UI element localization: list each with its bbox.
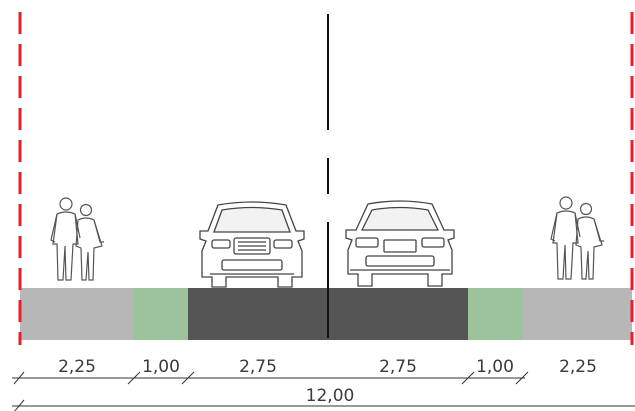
road-surface — [20, 288, 632, 340]
dimension-label-green-right: 1,00 — [476, 357, 514, 377]
green-strip-left — [134, 288, 188, 340]
dimension-line-total — [12, 399, 635, 411]
dimension-label-sidewalk-left: 2,25 — [58, 357, 96, 377]
lane-left — [188, 288, 328, 340]
dimension-label-sidewalk-right: 2,25 — [559, 357, 597, 377]
pedestrians-icon-right — [550, 196, 604, 280]
sidewalk-left — [20, 288, 134, 340]
dimension-label-green-left: 1,00 — [142, 357, 180, 377]
pedestrians-icon-left — [50, 197, 104, 281]
dimension-line-segments — [12, 371, 529, 385]
sidewalk-right — [522, 288, 632, 340]
dimension-label-lane-right: 2,75 — [379, 357, 417, 377]
dimension-label-lane-left: 2,75 — [239, 357, 277, 377]
green-strip-right — [468, 288, 522, 340]
car-rear-icon — [345, 200, 455, 287]
car-front-icon — [199, 201, 305, 288]
dimension-label-total: 12,00 — [306, 386, 355, 406]
lane-right — [328, 288, 468, 340]
